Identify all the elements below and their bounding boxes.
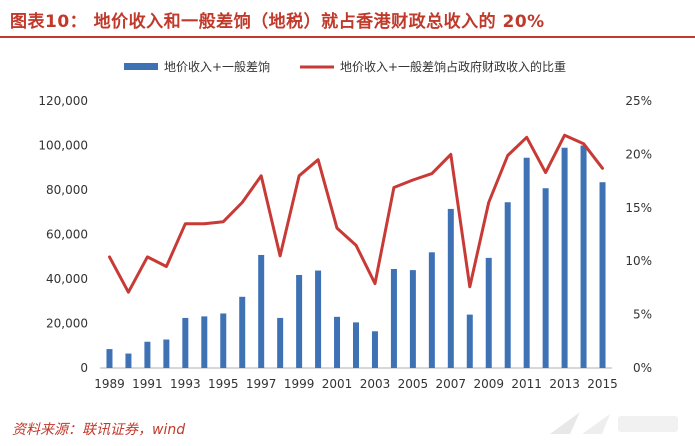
y-left-tick-label: 100,000 (38, 139, 88, 153)
chart-area: 地价收入+一般差饷 地价收入+一般差饷占政府财政收入的比重 1989 1991 19… (38, 59, 652, 391)
legend-bar-swatch (124, 63, 158, 70)
bar (201, 316, 208, 368)
x-tick-label: 2009 (473, 377, 504, 391)
y-left-tick-label: 120,000 (38, 94, 88, 108)
x-tick-label: 2001 (322, 377, 353, 391)
y-right-tick-label: 0% (633, 361, 652, 375)
title-bar: 图表10： 地价收入和一般差饷（地税）就占香港财政总收入的 20% (0, 0, 695, 40)
y-left-tick-label: 80,000 (46, 183, 88, 197)
bar (106, 349, 113, 368)
y-left-tick-label: 40,000 (46, 272, 88, 286)
bar (561, 147, 568, 368)
bar (334, 316, 341, 368)
y-right-tick-label: 25% (625, 94, 652, 108)
x-tick-label: 2011 (511, 377, 542, 391)
bar (258, 254, 265, 368)
line-series (108, 133, 604, 294)
y-left-tick-label: 60,000 (46, 228, 88, 242)
chart-title: 图表10： 地价收入和一般差饷（地税）就占香港财政总收入的 20% (10, 12, 545, 32)
bar (182, 317, 189, 368)
bar (504, 202, 511, 368)
bar (220, 313, 227, 368)
bar (353, 322, 359, 368)
chart-legend: 地价收入+一般差饷 地价收入+一般差饷占政府财政收入的比重 (124, 59, 566, 74)
x-tick-label: 2007 (436, 377, 467, 391)
bar (277, 317, 284, 368)
title-rule (0, 36, 695, 38)
bar (239, 296, 246, 368)
bar (428, 252, 435, 368)
bar (542, 188, 549, 368)
bar (371, 331, 378, 368)
x-tick-label: 2005 (398, 377, 429, 391)
x-tick-label: 1995 (208, 377, 239, 391)
legend-line-label: 地价收入+一般差饷占政府财政收入的比重 (340, 59, 566, 74)
bar (447, 208, 454, 368)
watermark-logo (550, 412, 678, 434)
chart-axes: 1989 1991 1993 1995 1997 1999 2001 2003 2005 2007… (38, 94, 652, 391)
x-tick-label: 1999 (284, 377, 315, 391)
bar (409, 270, 416, 368)
bar (580, 145, 587, 368)
bar (144, 341, 151, 368)
bar (466, 314, 473, 368)
x-tick-label: 2013 (549, 377, 580, 391)
y-right-tick-label: 5% (633, 308, 652, 322)
y-right-tick-label: 10% (625, 254, 652, 268)
bar (390, 268, 397, 368)
bar (599, 182, 606, 368)
y-right-tick-label: 20% (625, 147, 652, 161)
bar (315, 270, 322, 368)
bar (523, 157, 530, 368)
bar (485, 257, 492, 368)
bar (163, 339, 170, 368)
bar-series (106, 145, 606, 368)
source-note: 资料来源：联讯证券，wind (12, 422, 186, 438)
x-tick-label: 2003 (360, 377, 391, 391)
bar (296, 274, 303, 368)
legend-bar-label: 地价收入+一般差饷 (164, 59, 270, 74)
y-left-tick-label: 0 (80, 361, 88, 375)
x-tick-label: 1991 (132, 377, 163, 391)
y-right-tick-label: 15% (625, 201, 652, 215)
x-tick-label: 1989 (94, 377, 125, 391)
y-left-tick-label: 20,000 (46, 317, 88, 331)
x-tick-label: 2015 (587, 377, 618, 391)
x-tick-label: 1997 (246, 377, 277, 391)
bar (125, 353, 132, 368)
x-tick-label: 1993 (170, 377, 201, 391)
